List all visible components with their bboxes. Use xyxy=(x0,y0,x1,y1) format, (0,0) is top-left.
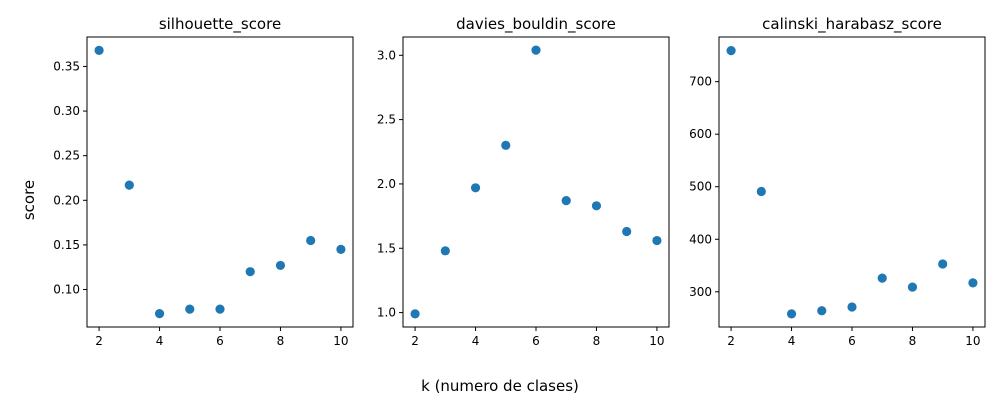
data-point xyxy=(847,302,857,312)
y-tick-label: 300 xyxy=(689,285,712,299)
y-tick-label: 2.5 xyxy=(377,113,396,127)
x-tick-label: 4 xyxy=(156,334,164,348)
x-tick-label: 6 xyxy=(848,334,856,348)
data-point xyxy=(440,246,450,256)
y-tick-label: 0.35 xyxy=(53,59,80,73)
data-point xyxy=(410,309,420,319)
subplot-silhouette: silhouette_score 2 4 6 8 10 0.10 0.15 0.20 0.25 0.… xyxy=(53,15,354,348)
data-point xyxy=(726,46,736,56)
axes-frame xyxy=(718,36,986,328)
data-point xyxy=(622,226,632,237)
x-tick-label: 8 xyxy=(277,334,285,348)
x-tick-label: 8 xyxy=(909,334,917,348)
data-point xyxy=(531,45,541,55)
x-tick-label: 6 xyxy=(216,334,224,348)
y-tick-label: 400 xyxy=(689,232,712,246)
data-point xyxy=(245,267,255,277)
y-tick-label: 3.0 xyxy=(377,48,396,62)
y-tick-label: 600 xyxy=(689,127,712,141)
figure-xlabel: k (numero de clases) xyxy=(421,377,579,395)
x-tick-label: 8 xyxy=(593,334,601,348)
data-point xyxy=(968,278,978,288)
y-tick-label: 1.5 xyxy=(377,241,396,255)
y-tick-label: 0.25 xyxy=(53,149,80,163)
x-tick-label: 2 xyxy=(727,334,735,348)
data-point xyxy=(817,306,827,316)
data-point xyxy=(215,304,225,314)
y-tick-label: 0.15 xyxy=(53,238,80,252)
chart-title: silhouette_score xyxy=(159,15,281,34)
y-tick-label: 1.0 xyxy=(377,306,396,320)
x-tick-label: 10 xyxy=(333,334,348,348)
x-tick-label: 6 xyxy=(532,334,540,348)
y-tick-label: 700 xyxy=(689,75,712,89)
data-point xyxy=(501,140,511,150)
data-point xyxy=(124,180,134,190)
data-point xyxy=(306,235,316,246)
x-tick-label: 2 xyxy=(95,334,103,348)
y-tick-label: 2.0 xyxy=(377,177,396,191)
axes-frame xyxy=(86,36,354,328)
data-point xyxy=(938,259,948,269)
chart-title: calinski_harabasz_score xyxy=(762,15,942,34)
data-point xyxy=(907,282,918,292)
data-point xyxy=(154,309,165,319)
data-point xyxy=(94,45,104,55)
x-tick-label: 10 xyxy=(649,334,664,348)
data-point xyxy=(185,304,195,314)
y-tick-label: 0.30 xyxy=(53,104,80,118)
data-point xyxy=(275,260,286,271)
data-point xyxy=(336,244,346,254)
axes-frame xyxy=(402,36,670,328)
y-tick-label: 500 xyxy=(689,180,712,194)
subplot-davies-bouldin: davies_bouldin_score 2 4 6 8 10 1.0 1.5 2.0 2.5 3.… xyxy=(377,15,670,348)
data-point xyxy=(652,235,662,246)
x-tick-label: 10 xyxy=(965,334,980,348)
data-point xyxy=(877,273,887,283)
y-tick-label: 0.10 xyxy=(53,283,80,297)
data-point xyxy=(786,309,797,319)
data-point xyxy=(470,183,481,193)
y-tick-label: 0.20 xyxy=(53,193,80,207)
chart-title: davies_bouldin_score xyxy=(456,15,616,34)
x-tick-label: 2 xyxy=(411,334,419,348)
data-point xyxy=(591,201,602,211)
x-tick-label: 4 xyxy=(788,334,796,348)
subplot-calinski-harabasz: calinski_harabasz_score 2 4 6 8 10 300 400 500 60… xyxy=(689,15,986,348)
data-point xyxy=(756,186,766,197)
data-point xyxy=(561,196,571,206)
x-tick-label: 4 xyxy=(472,334,480,348)
figure-ylabel: score xyxy=(20,180,38,220)
